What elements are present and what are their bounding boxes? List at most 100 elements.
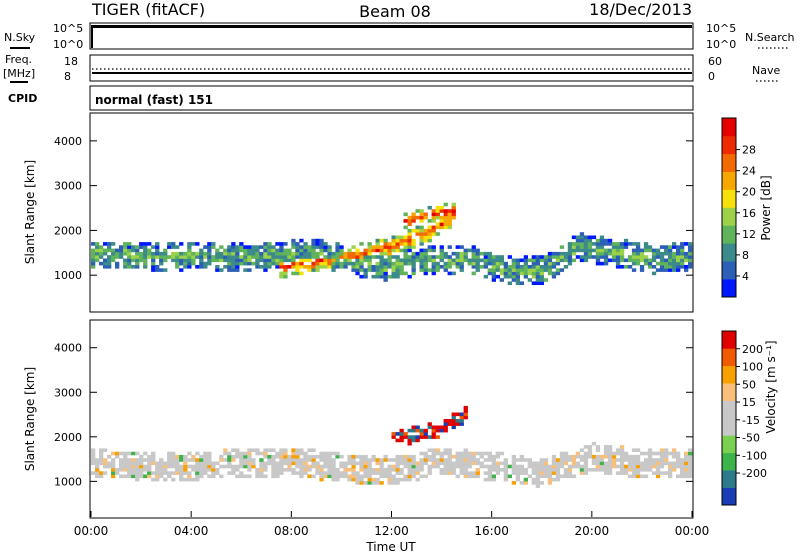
heatmap-cell: [111, 471, 116, 475]
heatmap-cell: [419, 215, 424, 220]
heatmap-cell: [684, 454, 689, 459]
heatmap-cell: [331, 474, 336, 479]
heatmap-cell: [339, 461, 344, 466]
heatmap-cell: [435, 205, 440, 210]
heatmap-cell: [319, 245, 324, 249]
heatmap-cell: [547, 464, 553, 469]
heatmap-cell: [271, 255, 276, 259]
heatmap-cell: [507, 464, 512, 469]
heatmap-cell: [407, 474, 412, 479]
heatmap-cell: [655, 458, 661, 462]
heatmap-cell: [123, 461, 128, 466]
heatmap-cell: [643, 248, 649, 253]
heatmap-cell: [323, 464, 328, 469]
heatmap-cell: [415, 464, 420, 469]
heatmap-cell: [664, 245, 669, 249]
heatmap-cell: [515, 261, 520, 266]
colorbar-swatch: [722, 365, 736, 384]
heatmap-cell: [291, 258, 296, 263]
heatmap-cell: [155, 471, 160, 475]
heatmap-cell: [664, 261, 669, 266]
heatmap-cell: [247, 451, 252, 456]
heatmap-cell: [355, 265, 360, 269]
heatmap-cell: [283, 242, 288, 246]
heatmap-cell: [223, 265, 228, 269]
heatmap-cell: [631, 255, 637, 259]
heatmap-cell: [159, 258, 164, 263]
heatmap-cell: [551, 454, 557, 459]
heatmap-cell: [235, 251, 240, 256]
y-tick-label: 3000: [54, 386, 82, 399]
heatmap-cell: [367, 242, 372, 246]
heatmap-cell: [659, 245, 665, 249]
station-title: TIGER (fitACF): [91, 0, 205, 19]
heatmap-cell: [684, 464, 689, 469]
heatmap-cell: [603, 258, 609, 263]
heatmap-cell: [411, 458, 416, 462]
heatmap-cell: [672, 448, 677, 452]
heatmap-cell: [647, 448, 653, 452]
heatmap-cell: [323, 454, 328, 459]
heatmap-cell: [159, 251, 164, 256]
heatmap-cell: [603, 248, 609, 253]
heatmap-cell: [651, 451, 657, 456]
heatmap-cell: [119, 451, 124, 456]
heatmap-cell: [211, 474, 216, 479]
heatmap-cell: [459, 468, 464, 472]
heatmap-cell: [555, 261, 561, 266]
heatmap-cell: [299, 464, 304, 469]
heatmap-cell: [199, 474, 204, 479]
heatmap-cell: [323, 261, 328, 266]
heatmap-cell: [199, 248, 204, 253]
heatmap-cell: [411, 251, 416, 256]
heatmap-cell: [623, 245, 629, 249]
heatmap-cell: [319, 258, 324, 263]
heatmap-cell: [279, 261, 284, 266]
heatmap-cell: [331, 464, 336, 469]
heatmap-cell: [339, 255, 344, 259]
heatmap-cell: [227, 471, 232, 475]
heatmap-cell: [467, 458, 472, 462]
heatmap-cell: [259, 251, 264, 256]
heatmap-cell: [291, 255, 296, 259]
heatmap-cell: [223, 251, 228, 256]
heatmap-cell: [684, 471, 689, 475]
velocity-colorbar-label: Velocity [m s⁻¹]: [764, 340, 778, 433]
heatmap-cell: [459, 454, 464, 459]
heatmap-cell: [315, 454, 320, 459]
heatmap-cell: [203, 245, 208, 249]
heatmap-cell: [311, 242, 316, 246]
heatmap-cell: [155, 245, 160, 249]
heatmap-cell: [655, 474, 661, 479]
heatmap-cell: [391, 432, 396, 436]
heatmap-cell: [135, 471, 140, 475]
heatmap-cell: [367, 458, 372, 462]
heatmap-cell: [359, 468, 364, 472]
heatmap-cell: [411, 425, 416, 430]
heatmap-cell: [307, 458, 312, 462]
heatmap-cell: [143, 261, 148, 266]
heatmap-cell: [95, 255, 100, 259]
heatmap-cell: [143, 245, 148, 249]
heatmap-cell: [411, 245, 416, 249]
heatmap-cell: [327, 248, 332, 253]
heatmap-cell: [167, 461, 172, 466]
heatmap-cell: [267, 255, 272, 259]
heatmap-cell: [171, 451, 176, 456]
heatmap-cell: [451, 422, 456, 426]
heatmap-cell: [191, 258, 196, 263]
heatmap-cell: [107, 461, 112, 466]
heatmap-cell: [587, 242, 593, 246]
heatmap-cell: [591, 255, 597, 259]
heatmap-cell: [363, 464, 368, 469]
heatmap-cell: [131, 451, 136, 456]
heatmap-cell: [319, 248, 324, 253]
heatmap-cell: [351, 477, 356, 482]
heatmap-cell: [295, 242, 300, 246]
colorbar-tick-label: 12: [742, 228, 756, 241]
heatmap-cell: [395, 235, 400, 240]
heatmap-cell: [591, 454, 597, 459]
heatmap-cell: [623, 265, 629, 269]
heatmap-cell: [627, 265, 633, 269]
heatmap-cell: [199, 458, 204, 462]
